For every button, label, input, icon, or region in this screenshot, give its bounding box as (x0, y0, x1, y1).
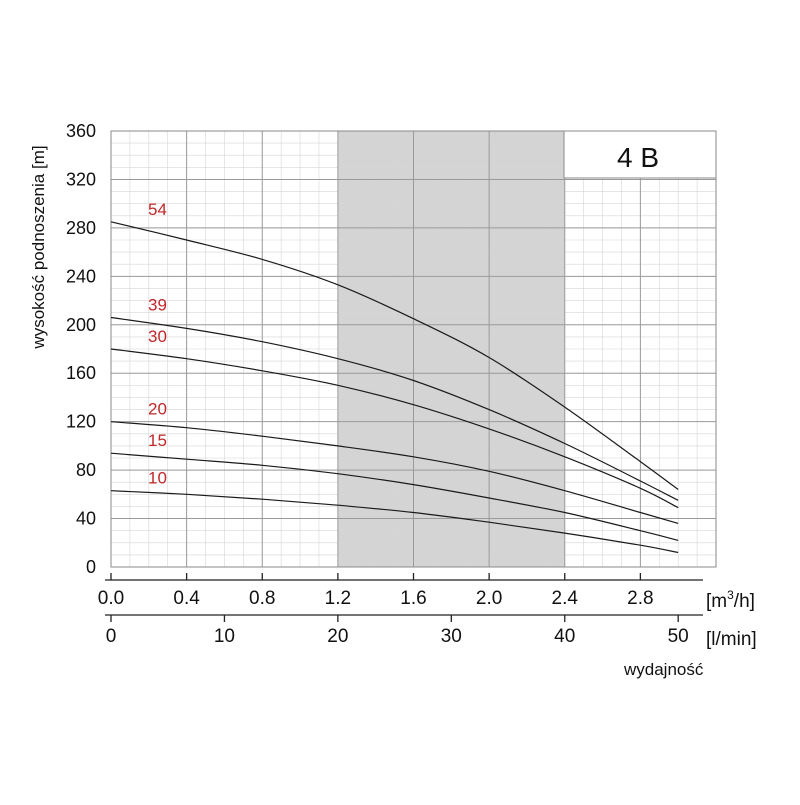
series-label-10: 10 (148, 469, 167, 488)
y-tick-label: 240 (66, 266, 96, 286)
x-tick-label: 1.2 (325, 588, 351, 609)
pump-curve-39 (110, 316, 679, 501)
x-tick-label: 2.4 (552, 588, 579, 609)
y-tick-label: 200 (66, 315, 96, 335)
x2-tick-label: 40 (554, 626, 575, 647)
y-tick-label: 120 (66, 412, 96, 432)
x-axis-label: wydajność (623, 660, 704, 679)
x-unit-primary-tail: /h] (734, 591, 755, 612)
y-tick-label: 280 (66, 218, 96, 238)
x2-tick-label: 0 (106, 626, 117, 647)
y-axis-label: wysokość podnoszenia [m] (29, 145, 48, 349)
x-tick-label: 2.0 (476, 588, 502, 609)
series-label-39: 39 (148, 296, 167, 315)
pump-curve-54 (110, 221, 679, 490)
chart-title: 4 B (617, 142, 659, 173)
y-tick-label: 360 (66, 121, 96, 141)
pump-curve-15 (110, 452, 679, 541)
x2-tick-label: 10 (214, 626, 235, 647)
x2-tick-label: 30 (441, 626, 462, 647)
series-label-54: 54 (148, 200, 167, 219)
x-unit-primary-base: [m (706, 591, 727, 612)
series-label-30: 30 (148, 327, 167, 346)
pump-curve-30 (110, 348, 679, 509)
x-unit-primary-sup: 3 (727, 588, 734, 602)
x-tick-label: 0.4 (173, 588, 200, 609)
pump-curve-20 (110, 421, 679, 524)
series-label-20: 20 (148, 400, 167, 419)
x2-tick-label: 50 (668, 626, 689, 647)
y-tick-label: 0 (86, 557, 96, 577)
x-tick-label: 2.8 (627, 588, 653, 609)
x-tick-label: 0.8 (249, 588, 275, 609)
title-box (563, 130, 717, 179)
x2-tick-label: 20 (327, 626, 348, 647)
y-tick-label: 40 (76, 509, 96, 529)
y-tick-label: 80 (76, 460, 96, 480)
series-label-15: 15 (148, 431, 167, 450)
x-unit-secondary: [l/min] (706, 629, 757, 650)
x-tick-label: 1.6 (400, 588, 426, 609)
x-unit-primary: [m3/h] (706, 588, 755, 612)
x-tick-label: 0.0 (98, 588, 124, 609)
y-tick-label: 160 (66, 363, 96, 383)
y-tick-label: 320 (66, 169, 96, 189)
pump-curve-10 (110, 490, 679, 554)
